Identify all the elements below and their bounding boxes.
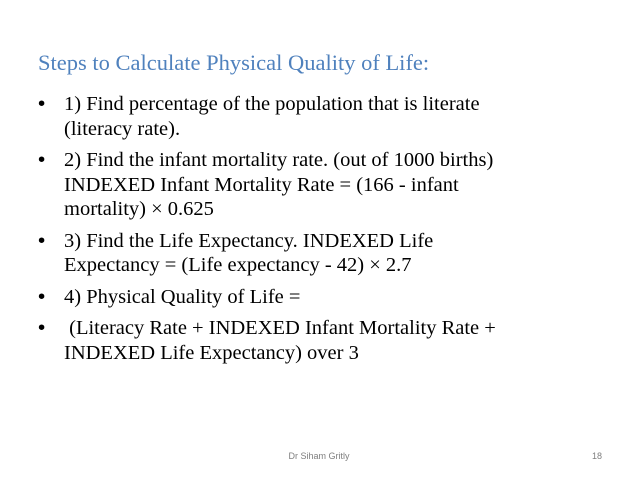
bullet-2-line-3: mortality) × 0.625 [64,198,214,220]
bullet-4-line-1: 4) Physical Quality of Life = [64,285,301,308]
footer-author: Dr Siham Gritly [288,451,350,461]
bullet-2-line-1: 2) Find the infant mortality rate. (out … [64,149,494,171]
bullet-3-line-2: Expectancy = (Life expectancy - 42) × 2.… [64,254,412,276]
bullet-item-1: • 1) Find percentage of the population t… [38,92,608,141]
bullet-1-line-1: 1) Find percentage of the population tha… [64,93,480,115]
page-number: 18 [591,451,602,461]
bullet-icon: • [38,316,46,339]
bullet-icon: • [38,92,46,115]
bullet-item-5: • (Literacy Rate + INDEXED Infant Mortal… [38,316,608,365]
bullet-item-4: • 4) Physical Quality of Life = [38,285,608,310]
bullet-5-line-1: (Literacy Rate + INDEXED Infant Mortalit… [64,317,496,339]
bullet-5-line-2: INDEXED Life Expectancy) over 3 [64,341,359,364]
bullet-3-line-1: 3) Find the Life Expectancy. INDEXED Lif… [64,229,434,252]
bullet-icon: • [38,284,46,308]
bullet-item-2: • 2) Find the infant mortality rate. (ou… [38,148,608,222]
slide-title: Steps to Calculate Physical Quality of L… [38,50,430,75]
bullet-list: • 1) Find percentage of the population t… [38,92,608,372]
bullet-icon: • [38,148,46,171]
bullet-1-line-2: (literacy rate). [64,117,181,140]
bullet-item-3: • 3) Find the Life Expectancy. INDEXED L… [38,229,608,278]
bullet-icon: • [38,228,46,252]
bullet-2-line-2: INDEXED Infant Mortality Rate = (166 - i… [64,173,459,196]
